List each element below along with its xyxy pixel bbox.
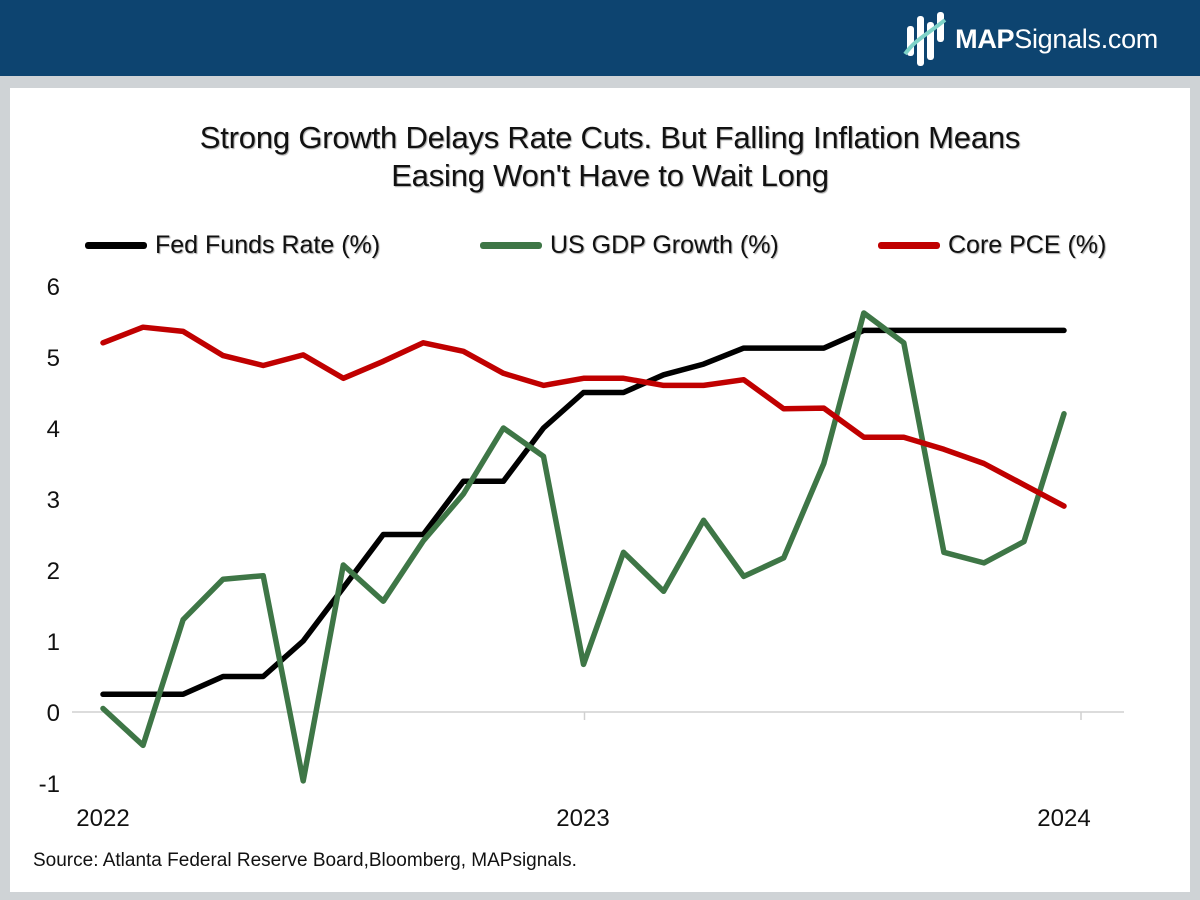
- source-note: Source: Atlanta Federal Reserve Board,Bl…: [33, 850, 577, 871]
- y-tick-label: 0: [47, 700, 60, 727]
- chart-panel: [10, 88, 1190, 892]
- legend-swatch-gdp: [480, 241, 542, 249]
- legend-fed-funds: Fed Funds Rate (%): [85, 228, 380, 262]
- legend-gdp: US GDP Growth (%): [480, 228, 779, 262]
- brand-name: MAPSignals.com: [955, 23, 1158, 54]
- x-year-label: 2024: [1037, 805, 1090, 832]
- legend-swatch-fed-funds: [85, 241, 147, 249]
- legend-label-fed-funds: Fed Funds Rate (%): [155, 230, 381, 259]
- y-tick-label: 2: [47, 558, 60, 585]
- chart-title-line2: Easing Won't Have to Wait Long: [391, 158, 829, 193]
- y-tick-label: 1: [47, 629, 60, 656]
- fed-funds-line: [100, 327, 1067, 698]
- y-tick-label: 6: [47, 274, 60, 301]
- x-year-label: 2023: [556, 805, 609, 832]
- brand-logo[interactable]: MAPSignals.com: [903, 10, 1158, 68]
- y-tick-label: -1: [39, 771, 60, 798]
- legend-label-gdp: US GDP Growth (%): [550, 230, 779, 259]
- mapsignals-logo-icon: [903, 12, 947, 66]
- chart-title-line1: Strong Growth Delays Rate Cuts. But Fall…: [199, 120, 1021, 155]
- core-pce-line: [100, 324, 1067, 509]
- x-year-label: 2022: [76, 805, 129, 832]
- y-tick-label: 3: [47, 487, 60, 514]
- y-tick-label: 5: [47, 345, 60, 372]
- header-bar: [0, 0, 1200, 76]
- legend-label-core-pce: Core PCE (%): [948, 230, 1107, 259]
- gdp-growth-line: [100, 310, 1067, 784]
- y-tick-label: 4: [47, 416, 60, 443]
- legend-swatch-core-pce: [878, 241, 940, 249]
- legend-core-pce: Core PCE (%): [878, 228, 1106, 262]
